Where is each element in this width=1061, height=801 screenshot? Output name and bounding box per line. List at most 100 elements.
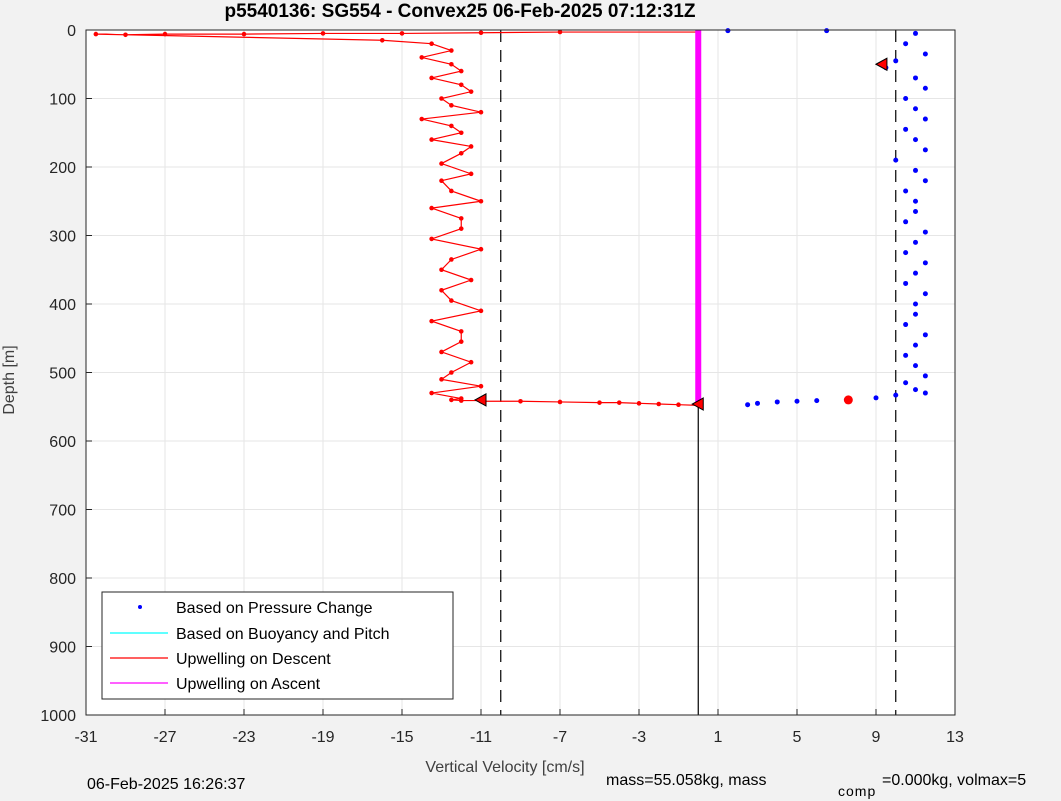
data-point-pressure: [913, 198, 918, 204]
x-tick-label: -23: [232, 729, 255, 746]
data-point-pressure: [913, 75, 918, 81]
data-point-descent: [449, 188, 454, 194]
data-point-descent: [458, 82, 464, 88]
data-point-descent: [478, 109, 484, 115]
x-tick-label: 5: [793, 729, 802, 746]
legend: Based on Pressure Change Based on Buoyan…: [101, 591, 454, 700]
marker-triangle: [691, 397, 704, 411]
x-tick-label: -31: [74, 729, 97, 746]
data-point-descent: [429, 75, 434, 81]
x-axis-label: Vertical Velocity [cm/s]: [425, 759, 584, 776]
x-ticks: -31 -27 -23 -19 -15 -11 -7 -3 1 5 9 13: [74, 709, 964, 746]
data-point-pressure: [794, 398, 800, 404]
data-point-descent: [458, 226, 464, 231]
data-point-pressure: [913, 363, 918, 369]
x-tick-label: -11: [470, 729, 492, 746]
data-point-descent: [656, 401, 662, 407]
data-point-descent: [449, 103, 454, 108]
data-point-pressure: [903, 188, 909, 194]
data-point-descent: [468, 171, 474, 177]
y-tick-label: 500: [49, 366, 76, 383]
y-tick-label: 900: [49, 640, 76, 657]
data-point-descent: [429, 318, 434, 324]
data-point-pressure: [922, 116, 928, 122]
data-point-descent: [439, 377, 444, 382]
data-point-descent: [458, 329, 464, 334]
y-tick-label: 1000: [40, 708, 76, 725]
data-point-pressure: [903, 352, 909, 358]
data-point-descent: [449, 298, 454, 303]
footer-comp-subscript: comp: [838, 783, 877, 799]
data-point-descent: [419, 116, 425, 122]
data-markers: [473, 57, 888, 411]
data-point-descent: [439, 161, 444, 166]
legend-label-buoyancy: Based on Buoyancy and Pitch: [176, 626, 389, 643]
data-point-pressure: [903, 280, 909, 286]
marker-triangle: [874, 57, 888, 72]
data-point-descent: [241, 31, 247, 37]
data-point-descent: [429, 205, 434, 211]
data-point-pressure: [755, 400, 760, 406]
data-point-pressure: [913, 342, 918, 348]
legend-box: [101, 591, 454, 700]
y-tick-label: 600: [49, 434, 76, 451]
data-point-pressure: [903, 41, 909, 47]
data-point-descent: [478, 308, 484, 314]
footer-mass-text: mass=55.058kg, mass: [606, 772, 767, 789]
data-point-descent: [449, 370, 454, 375]
data-point-descent: [439, 288, 444, 293]
data-point-descent: [468, 359, 474, 365]
data-point-pressure: [913, 311, 918, 317]
data-point-pressure: [922, 178, 928, 184]
data-point-pressure: [725, 28, 731, 34]
x-tick-label: 9: [872, 729, 881, 746]
data-point-pressure: [922, 147, 928, 153]
data-point-descent: [458, 339, 464, 344]
reference-lines: [500, 30, 897, 715]
data-point-descent: [478, 246, 484, 252]
data-point-descent: [449, 123, 454, 129]
data-point-pressure: [913, 167, 918, 173]
legend-label-descent: Upwelling on Descent: [176, 651, 331, 668]
data-point-pressure: [922, 260, 928, 266]
data-point-pressure: [922, 390, 928, 396]
legend-label-ascent: Upwelling on Ascent: [176, 676, 321, 693]
data-point-descent: [320, 31, 326, 36]
data-point-descent: [557, 399, 563, 405]
x-tick-label: -27: [153, 729, 176, 746]
data-point-pressure: [893, 392, 899, 398]
data-point-pressure: [922, 373, 928, 379]
data-point-descent: [458, 151, 464, 156]
x-tick-label: -15: [390, 729, 413, 746]
data-point-descent: [557, 29, 563, 35]
data-point-descent: [449, 397, 454, 403]
data-point-pressure: [922, 229, 928, 235]
data-point-pressure: [873, 395, 879, 401]
x-tick-label: -7: [553, 729, 567, 746]
data-point-pressure: [814, 398, 820, 404]
data-point-descent: [439, 96, 444, 101]
x-tick-label: 1: [714, 729, 723, 746]
data-point-descent: [468, 89, 474, 94]
data-point-pressure: [903, 380, 909, 386]
data-point-pressure: [903, 322, 909, 328]
data-point-pressure: [922, 332, 928, 338]
footer-timestamp: 06-Feb-2025 16:26:37: [87, 776, 246, 793]
data-point-descent: [399, 31, 405, 36]
data-point-pressure: [913, 30, 918, 36]
x-tick-label: -19: [311, 729, 334, 746]
data-point-descent: [439, 178, 444, 183]
legend-marker-pressure: [138, 605, 142, 609]
footer-comp-text: =0.000kg, volmax=5: [882, 772, 1027, 789]
data-point-descent: [478, 198, 484, 204]
footer-mass-info: mass=55.058kg, mass: [606, 772, 767, 790]
data-point-pressure: [903, 126, 909, 132]
data-point-descent: [676, 402, 681, 407]
grid: [85, 29, 956, 716]
data-point-descent: [518, 398, 523, 404]
data-point-descent: [458, 68, 464, 74]
y-tick-label: 800: [49, 571, 76, 588]
data-point-pressure: [903, 250, 909, 256]
data-point-descent: [419, 55, 425, 60]
